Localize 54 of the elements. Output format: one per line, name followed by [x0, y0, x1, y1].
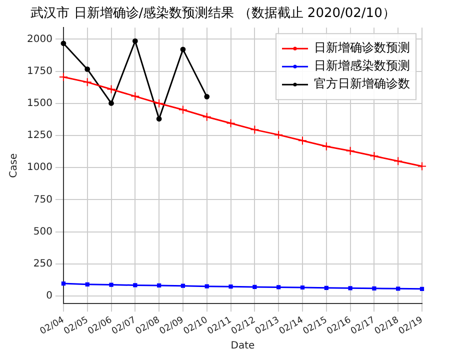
point — [274, 130, 284, 140]
legend-label: 官方日新增确诊数 — [314, 76, 410, 91]
point — [156, 116, 162, 122]
y-tick-label: 2000 — [26, 34, 52, 45]
point — [204, 284, 209, 288]
chart-title: 武汉市 日新增确诊/感染数预测结果 （数据截止 2020/02/10） — [30, 6, 396, 22]
point — [58, 72, 68, 82]
point — [298, 136, 307, 146]
point — [276, 285, 281, 290]
y-tick-label: 1750 — [26, 66, 52, 77]
point — [178, 105, 188, 114]
point — [228, 284, 233, 289]
point — [84, 66, 90, 72]
point — [202, 112, 212, 122]
point — [396, 286, 400, 291]
point — [108, 100, 114, 106]
point — [250, 125, 260, 134]
x-axis-title: Date — [230, 340, 255, 352]
point — [157, 283, 162, 288]
y-tick-label: 750 — [33, 194, 52, 206]
point — [60, 40, 66, 46]
point — [61, 281, 66, 286]
point — [82, 78, 92, 87]
point — [346, 146, 355, 156]
y-tick-label: 250 — [33, 258, 52, 270]
point — [109, 282, 114, 287]
point — [324, 286, 328, 290]
point — [322, 142, 331, 151]
y-tick-label: 1250 — [26, 130, 52, 142]
legend-label: 日新增感染数预测 — [314, 58, 410, 73]
y-tick-label: 500 — [33, 226, 52, 238]
point — [420, 286, 424, 291]
point — [226, 118, 236, 128]
point — [132, 38, 138, 44]
point — [300, 285, 305, 290]
y-tick-label: 1500 — [26, 98, 52, 109]
point — [252, 284, 257, 290]
y-tick-label: 1000 — [26, 162, 52, 174]
y-axis-title: Case — [8, 153, 20, 178]
point — [418, 162, 426, 171]
point — [204, 94, 210, 100]
point — [154, 98, 164, 108]
point — [370, 152, 379, 161]
y-tick-label: 0 — [46, 290, 52, 302]
point — [85, 282, 90, 286]
point — [372, 286, 376, 290]
point — [394, 156, 403, 166]
point — [130, 92, 140, 101]
point — [133, 283, 138, 288]
point — [180, 284, 186, 288]
point — [180, 46, 186, 52]
point — [348, 286, 352, 290]
legend-label: 日新增确诊数预测 — [314, 40, 410, 55]
point — [106, 84, 116, 94]
